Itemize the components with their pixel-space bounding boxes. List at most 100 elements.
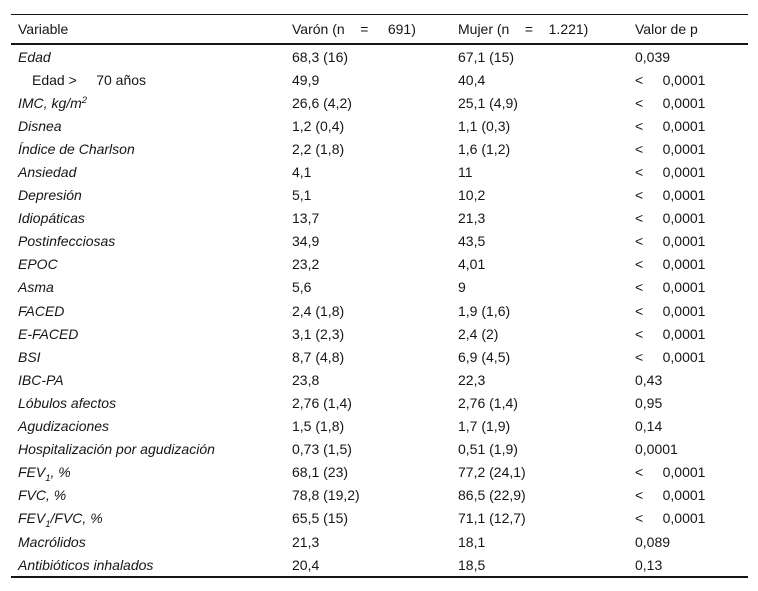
varon-value-cell: 68,1 (23) — [292, 464, 349, 481]
table-row: Agudizaciones 1,5 (1,8) 1,7 (1,9) 0,14 — [11, 415, 748, 438]
varon-value-cell: 13,7 — [292, 210, 320, 227]
mujer-value-cell: 21,3 — [458, 210, 486, 227]
variable-text: Asma — [18, 279, 54, 296]
varon-value-cell: 23,8 — [292, 371, 320, 388]
varon-value-cell: 78,8 (19,2) — [292, 487, 360, 504]
p-value-cell: 0,039 — [635, 48, 671, 65]
mujer-value-cell: 0,51 (1,9) — [458, 441, 518, 458]
p-value-cell: < 0,0001 — [635, 164, 706, 181]
varon-value-cell: 1,2 (0,4) — [292, 117, 345, 134]
p-value-cell: 0,089 — [635, 533, 671, 550]
p-value-cell: 0,13 — [635, 556, 663, 573]
variable-cell: Asma — [11, 276, 292, 299]
p-value-cell: < 0,0001 — [635, 302, 706, 319]
variable-text: Postinfecciosas — [18, 233, 116, 250]
varon-value-cell: 49,9 — [292, 71, 320, 88]
mujer-value-cell: 9 — [458, 279, 466, 296]
table-row: IMC, kg/m2 26,6 (4,2) 25,1 (4,9) < 0,0001 — [11, 91, 748, 114]
p-value-cell: < 0,0001 — [635, 325, 706, 342]
p-value-cell: < 0,0001 — [635, 233, 706, 250]
variable-cell: Lóbulos afectos — [11, 391, 292, 414]
col-header-variable: Variable — [11, 14, 292, 45]
mujer-value-cell: 10,2 — [458, 187, 486, 204]
variable-text: Antibióticos inhalados — [18, 556, 154, 573]
mujer-value-cell: 1,9 (1,6) — [458, 302, 511, 319]
varon-value-cell: 0,73 (1,5) — [292, 441, 352, 458]
p-value-cell: < 0,0001 — [635, 71, 706, 88]
variable-cell: EPOC — [11, 253, 292, 276]
p-value-cell: < 0,0001 — [635, 510, 706, 527]
p-value-cell: < 0,0001 — [635, 348, 706, 365]
variable-text: Edad > 70 años — [32, 71, 147, 88]
table-row: Índice de Charlson 2,2 (1,8) 1,6 (1,2) < 0,… — [11, 137, 748, 160]
mujer-value-cell: 67,1 (15) — [458, 48, 515, 65]
variable-text: Depresión — [18, 187, 82, 204]
table-row: E-FACED 3,1 (2,3) 2,4 (2) < 0,0001 — [11, 322, 748, 345]
variables-by-sex-table: Variable Varón (n = 691) Mujer (n = 1.22… — [11, 14, 748, 579]
p-value-cell: 0,43 — [635, 371, 663, 388]
variable-cell: Antibióticos inhalados — [11, 553, 292, 577]
mujer-value-cell: 2,4 (2) — [458, 325, 499, 342]
varon-value-cell: 2,4 (1,8) — [292, 302, 345, 319]
table-row: FVC, % 78,8 (19,2) 86,5 (22,9) < 0,0001 — [11, 484, 748, 507]
table-row: EPOC 23,2 4,01 < 0,0001 — [11, 253, 748, 276]
varon-value-cell: 23,2 — [292, 256, 320, 273]
col-header-p-value: Valor de p — [635, 14, 748, 45]
variable-cell: BSI — [11, 345, 292, 368]
variable-subscript: 1 — [45, 472, 51, 484]
mujer-value-cell: 1,7 (1,9) — [458, 418, 511, 435]
p-value-cell: < 0,0001 — [635, 279, 706, 296]
variable-cell: E-FACED — [11, 322, 292, 345]
table-row: IBC-PA 23,8 22,3 0,43 — [11, 368, 748, 391]
table-row: Postinfecciosas 34,9 43,5 < 0,0001 — [11, 230, 748, 253]
mujer-value-cell: 6,9 (4,5) — [458, 348, 511, 365]
variable-cell: IBC-PA — [11, 368, 292, 391]
mujer-value-cell: 1,6 (1,2) — [458, 140, 511, 157]
mujer-value-cell: 86,5 (22,9) — [458, 487, 526, 504]
varon-value-cell: 21,3 — [292, 533, 320, 550]
variable-cell: Postinfecciosas — [11, 230, 292, 253]
variable-cell: Macrólidos — [11, 530, 292, 553]
table-row: Depresión 5,1 10,2 < 0,0001 — [11, 184, 748, 207]
variable-cell: IMC, kg/m2 — [11, 91, 292, 114]
p-value-cell: < 0,0001 — [635, 140, 706, 157]
variable-cell: Agudizaciones — [11, 415, 292, 438]
p-value-cell: < 0,0001 — [635, 187, 706, 204]
variable-text: FEV — [18, 464, 46, 481]
variable-text: Índice de Charlson — [18, 140, 135, 157]
varon-value-cell: 2,76 (1,4) — [292, 394, 352, 411]
variable-cell: Idiopáticas — [11, 207, 292, 230]
variable-text: FEV — [18, 510, 46, 527]
table-row: Antibióticos inhalados 20,4 18,5 0,13 — [11, 553, 748, 577]
variable-text: IBC-PA — [18, 371, 64, 388]
variable-text: E-FACED — [18, 325, 79, 342]
variable-cell: Edad — [11, 44, 292, 68]
mujer-value-cell: 22,3 — [458, 371, 486, 388]
variable-cell: FACED — [11, 299, 292, 322]
p-value-cell: 0,0001 — [635, 441, 678, 458]
varon-value-cell: 8,7 (4,8) — [292, 348, 345, 365]
table-row: Macrólidos 21,3 18,1 0,089 — [11, 530, 748, 553]
varon-value-cell: 20,4 — [292, 556, 320, 573]
p-value-cell: < 0,0001 — [635, 487, 706, 504]
p-value-cell: < 0,0001 — [635, 464, 706, 481]
p-value-cell: 0,95 — [635, 394, 663, 411]
mujer-value-cell: 11 — [458, 164, 473, 181]
varon-value-cell: 2,2 (1,8) — [292, 140, 345, 157]
variable-text: /FVC, % — [50, 510, 103, 527]
table-row: Ansiedad 4,1 11 < 0,0001 — [11, 160, 748, 183]
header-row: Variable Varón (n = 691) Mujer (n = 1.22… — [11, 14, 748, 45]
varon-value-cell: 26,6 (4,2) — [292, 94, 352, 111]
mujer-value-cell: 18,1 — [458, 533, 486, 550]
mujer-value-cell: 43,5 — [458, 233, 486, 250]
p-value-cell: < 0,0001 — [635, 256, 706, 273]
mujer-value-cell: 2,76 (1,4) — [458, 394, 518, 411]
mujer-value-cell: 71,1 (12,7) — [458, 510, 526, 527]
variable-text: Idiopáticas — [18, 210, 85, 227]
variable-text: Hospitalización por agudización — [18, 441, 215, 458]
table-row: Lóbulos afectos 2,76 (1,4) 2,76 (1,4) 0,95 — [11, 391, 748, 414]
variable-cell: Disnea — [11, 114, 292, 137]
variable-text: Ansiedad — [18, 164, 77, 181]
variable-text: Macrólidos — [18, 533, 86, 550]
variable-subscript: 1 — [45, 518, 51, 530]
